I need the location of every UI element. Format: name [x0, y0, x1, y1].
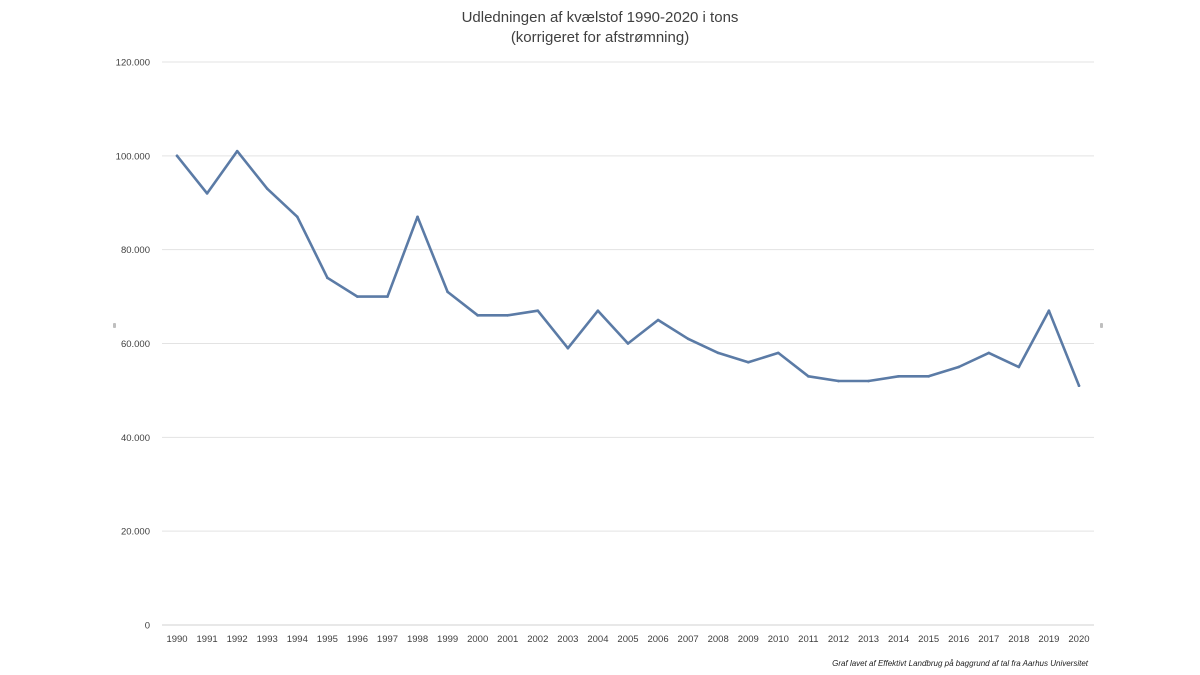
x-tick-label: 1994 — [287, 634, 308, 645]
data-point — [1017, 365, 1021, 369]
x-tick-label: 1990 — [166, 634, 187, 645]
y-axis-tick-labels: 0 20.000 40.000 60.000 80.000 100.000 120.000 — [116, 58, 150, 632]
data-point — [506, 314, 510, 317]
x-tick-label: 1992 — [227, 634, 248, 645]
y-tick-label: 120.000 — [116, 58, 150, 69]
y-tick-label: 40.000 — [121, 433, 150, 444]
chart-subtitle: (korrigeret for afstrømning) — [510, 29, 690, 46]
data-point — [957, 365, 961, 369]
data-point — [295, 215, 299, 219]
chart-title-block: Udledningen af kvælstof 1990-2020 i tons… — [0, 8, 1200, 48]
x-tick-label: 2011 — [798, 634, 818, 645]
x-tick-label: 2010 — [768, 634, 789, 645]
right-resize-handle[interactable] — [1100, 323, 1103, 328]
x-tick-label: 2013 — [858, 634, 879, 645]
y-tick-label: 0 — [145, 621, 150, 632]
x-tick-label: 1995 — [317, 634, 338, 645]
data-point — [386, 295, 389, 298]
x-tick-label: 2002 — [527, 634, 548, 645]
data-point — [1077, 384, 1081, 388]
data-point — [656, 318, 660, 322]
data-point — [1047, 309, 1051, 312]
data-point — [596, 309, 600, 312]
y-tick-label: 80.000 — [121, 245, 150, 256]
data-point — [867, 379, 870, 383]
data-point — [356, 295, 359, 298]
x-tick-label: 2005 — [617, 634, 638, 645]
data-point — [777, 351, 780, 355]
data-point — [626, 342, 630, 345]
data-point — [175, 154, 179, 158]
y-tick-label: 20.000 — [121, 527, 150, 538]
x-tick-label: 2003 — [557, 634, 578, 645]
x-tick-label: 2001 — [497, 634, 518, 645]
series-group — [175, 149, 1081, 388]
x-tick-label: 2016 — [948, 634, 969, 645]
data-point — [716, 351, 720, 355]
data-point — [416, 215, 419, 219]
y-tick-label: 60.000 — [121, 339, 150, 350]
data-point — [837, 379, 840, 383]
data-point — [807, 375, 810, 378]
left-resize-handle[interactable] — [113, 323, 116, 328]
x-tick-label: 2014 — [888, 634, 909, 645]
x-tick-label: 1996 — [347, 634, 368, 645]
source-credit: Graf lavet af Effektivt Landbrug på bagg… — [832, 659, 1088, 668]
x-tick-label: 1991 — [197, 634, 218, 645]
x-tick-label: 1999 — [437, 634, 458, 645]
y-tick-label: 100.000 — [116, 151, 150, 162]
x-tick-label: 2017 — [978, 634, 999, 645]
data-point — [746, 360, 750, 364]
data-point — [205, 192, 209, 195]
x-tick-label: 1998 — [407, 634, 428, 645]
data-point — [686, 337, 690, 341]
series-line — [175, 149, 1081, 388]
data-point — [566, 346, 570, 350]
x-tick-label: 2015 — [918, 634, 939, 645]
x-tick-label: 1997 — [377, 634, 398, 645]
data-point — [326, 276, 329, 280]
x-tick-label: 2009 — [738, 634, 759, 645]
data-point — [476, 314, 479, 317]
x-tick-label: 2018 — [1008, 634, 1029, 645]
x-tick-label: 2004 — [587, 634, 608, 645]
x-axis-tick-labels: 1990 1991 1992 1993 1994 1995 1996 1997 1998 1999… — [166, 634, 1089, 645]
x-tick-label: 2020 — [1068, 634, 1089, 645]
x-tick-label: 1993 — [257, 634, 278, 645]
chart-title: Udledningen af kvælstof 1990-2020 i tons — [461, 9, 739, 26]
x-tick-label: 2000 — [467, 634, 488, 645]
x-tick-label: 2007 — [678, 634, 699, 645]
data-point — [446, 290, 449, 294]
x-tick-label: 2012 — [828, 634, 849, 645]
data-point — [536, 309, 540, 312]
data-point — [927, 375, 930, 378]
data-point — [987, 351, 991, 355]
x-tick-label: 2019 — [1038, 634, 1059, 645]
data-point — [235, 149, 239, 153]
gridlines — [162, 61, 1094, 626]
x-tick-label: 2006 — [647, 634, 668, 645]
data-point — [265, 187, 269, 190]
x-tick-label: 2008 — [708, 634, 729, 645]
data-point — [897, 375, 900, 378]
